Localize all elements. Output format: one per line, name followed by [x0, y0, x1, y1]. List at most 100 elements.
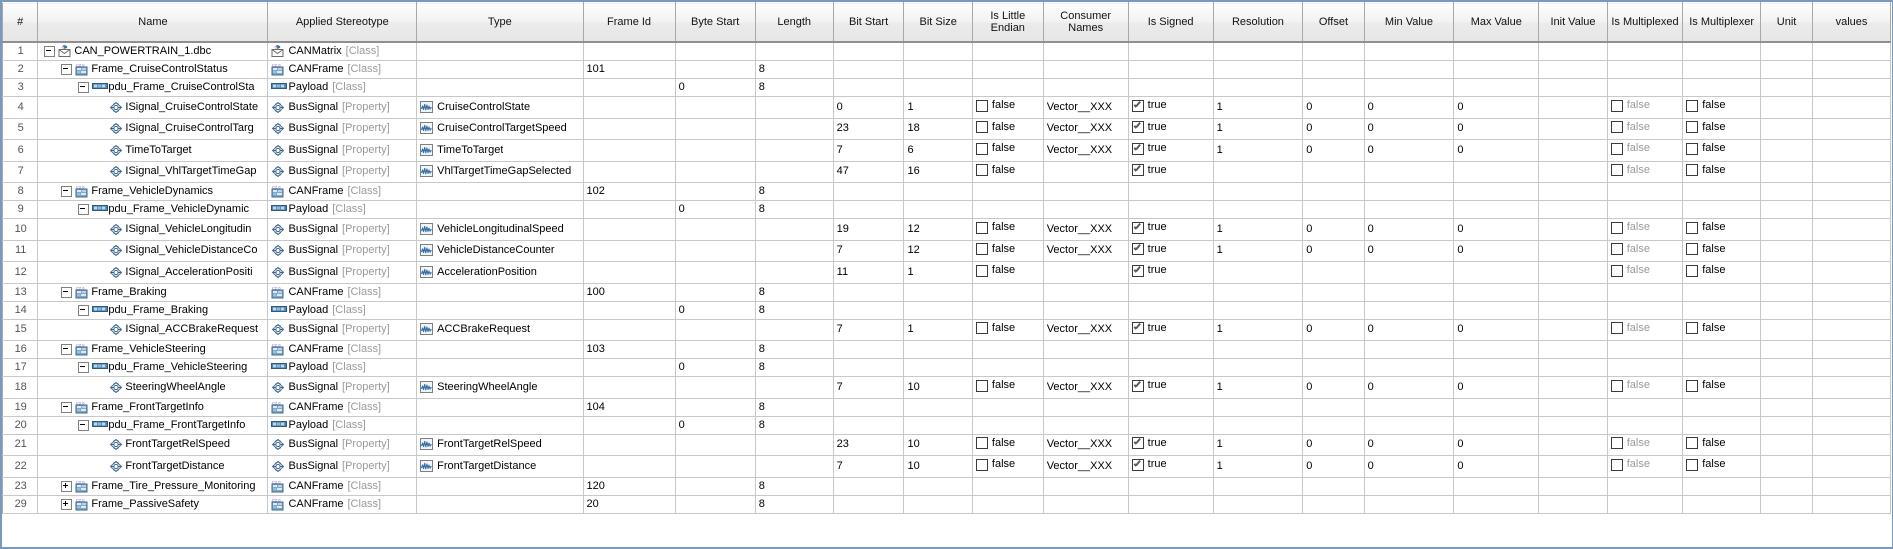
cell-offset[interactable] — [1302, 200, 1365, 219]
cell-frame-id[interactable] — [583, 218, 676, 241]
cell-min-value[interactable] — [1364, 416, 1455, 435]
cell-values[interactable] — [1812, 434, 1891, 456]
cell-offset[interactable] — [1302, 495, 1365, 514]
cell-name[interactable]: ISignal_CruiseControlState — [37, 96, 269, 119]
row-index[interactable]: 9 — [2, 200, 39, 219]
unchecked-checkbox-icon[interactable] — [1610, 221, 1623, 234]
cell-byte-start[interactable] — [675, 283, 756, 302]
cell-unit[interactable] — [1760, 340, 1813, 359]
cell-length[interactable]: 8 — [755, 200, 834, 219]
column-header-min_value[interactable]: Min Value — [1364, 2, 1455, 43]
cell-is-little-endian[interactable]: false — [972, 434, 1044, 456]
cell-resolution[interactable] — [1213, 60, 1304, 79]
cell-unit[interactable] — [1760, 477, 1813, 496]
table-row[interactable]: 21 FrontTargetRelSpeed BusSignal [Property]… — [2, 434, 1891, 456]
cell-name[interactable]: pdu_Frame_FrontTargetInfo — [37, 416, 269, 435]
cell-bit-start[interactable] — [833, 283, 905, 302]
cell-min-value[interactable] — [1364, 60, 1455, 79]
row-index[interactable]: 21 — [2, 434, 39, 456]
cell-values[interactable] — [1812, 477, 1891, 496]
cell-init-value[interactable] — [1538, 283, 1608, 302]
cell-is-signed[interactable] — [1128, 416, 1214, 435]
cell-bit-size[interactable]: 1 — [903, 261, 973, 284]
cell-applied-stereotype[interactable]: Payload [Class] — [267, 416, 418, 435]
checkbox-field[interactable]: true — [1131, 262, 1167, 279]
row-index[interactable]: 17 — [2, 358, 39, 377]
cell-is-little-endian[interactable] — [972, 495, 1044, 514]
cell-length[interactable]: 8 — [755, 182, 834, 201]
cell-applied-stereotype[interactable]: Payload [Class] — [267, 200, 418, 219]
cell-type[interactable] — [416, 398, 584, 417]
column-header-unit[interactable]: Unit — [1760, 2, 1813, 43]
unchecked-checkbox-icon[interactable] — [1686, 458, 1699, 471]
cell-bit-start[interactable] — [833, 78, 905, 97]
row-index[interactable]: 19 — [2, 398, 39, 417]
table-row[interactable]: 1 C CAN_POWERTRAIN_1.dbc C CANMatrix [Class] — [2, 42, 1891, 61]
unchecked-checkbox-icon[interactable] — [975, 322, 988, 334]
cell-values[interactable] — [1812, 398, 1891, 417]
cell-consumer-names[interactable] — [1043, 60, 1129, 79]
cell-init-value[interactable] — [1538, 434, 1608, 456]
expand-icon[interactable] — [61, 498, 73, 510]
checkbox-field[interactable]: true — [1131, 119, 1167, 136]
cell-byte-start[interactable] — [675, 398, 756, 417]
collapse-icon[interactable] — [78, 419, 90, 431]
cell-offset[interactable]: 0 — [1302, 218, 1365, 241]
cell-is-little-endian[interactable]: false — [972, 118, 1044, 140]
checked-checkbox-icon[interactable] — [1131, 121, 1144, 133]
cell-frame-id[interactable] — [583, 358, 676, 377]
row-index[interactable]: 3 — [2, 78, 39, 97]
cell-name[interactable]: ISignal_ACCBrakeRequest — [37, 319, 269, 341]
cell-bit-start[interactable]: 11 — [833, 261, 905, 284]
cell-min-value[interactable]: 0 — [1364, 455, 1455, 478]
cell-is-multiplexed[interactable]: false — [1607, 218, 1684, 241]
unchecked-checkbox-icon[interactable] — [1686, 221, 1699, 234]
unchecked-checkbox-icon[interactable] — [1686, 142, 1699, 155]
cell-is-little-endian[interactable] — [972, 301, 1044, 320]
unchecked-checkbox-icon[interactable] — [975, 458, 988, 471]
cell-frame-id[interactable] — [583, 96, 676, 119]
cell-init-value[interactable] — [1538, 161, 1608, 183]
cell-unit[interactable] — [1760, 78, 1813, 97]
cell-max-value[interactable]: 0 — [1453, 376, 1540, 399]
cell-bit-start[interactable]: 7 — [833, 240, 905, 262]
cell-length[interactable]: 8 — [755, 60, 834, 79]
cell-frame-id[interactable] — [583, 240, 676, 262]
checkbox-field[interactable]: false — [975, 456, 1015, 473]
cell-resolution[interactable] — [1213, 477, 1304, 496]
cell-length[interactable]: 8 — [755, 340, 834, 359]
cell-length[interactable] — [755, 96, 834, 119]
cell-bit-start[interactable]: 7 — [833, 455, 905, 478]
cell-byte-start[interactable] — [675, 42, 756, 61]
cell-byte-start[interactable] — [675, 340, 756, 359]
collapse-icon[interactable] — [61, 344, 73, 355]
cell-bit-size[interactable] — [903, 200, 973, 219]
cell-is-signed[interactable] — [1128, 283, 1214, 302]
cell-min-value[interactable]: 0 — [1364, 376, 1455, 399]
cell-is-little-endian[interactable]: false — [972, 161, 1044, 183]
cell-frame-id[interactable] — [583, 319, 676, 341]
cell-type[interactable]: VehicleLongitudinalSpeed — [416, 218, 584, 241]
cell-consumer-names[interactable] — [1043, 495, 1129, 514]
cell-max-value[interactable] — [1453, 200, 1540, 219]
cell-init-value[interactable] — [1538, 78, 1608, 97]
cell-is-multiplexed[interactable]: false — [1607, 434, 1684, 456]
cell-byte-start[interactable] — [675, 218, 756, 241]
cell-is-multiplexed[interactable] — [1607, 358, 1684, 377]
column-header-bit_size[interactable]: Bit Size — [903, 2, 973, 43]
cell-offset[interactable]: 0 — [1302, 240, 1365, 262]
cell-values[interactable] — [1812, 358, 1891, 377]
cell-unit[interactable] — [1760, 42, 1813, 61]
cell-init-value[interactable] — [1538, 358, 1608, 377]
cell-is-little-endian[interactable] — [972, 398, 1044, 417]
cell-name[interactable]: C2.0 Frame_FrontTargetInfo — [37, 398, 269, 417]
cell-unit[interactable] — [1760, 301, 1813, 320]
cell-bit-start[interactable]: 23 — [833, 434, 905, 456]
cell-values[interactable] — [1812, 182, 1891, 201]
cell-unit[interactable] — [1760, 161, 1813, 183]
cell-frame-id[interactable] — [583, 376, 676, 399]
cell-bit-size[interactable]: 16 — [903, 161, 973, 183]
cell-values[interactable] — [1812, 376, 1891, 399]
cell-is-multiplexed[interactable] — [1607, 340, 1684, 359]
cell-bit-size[interactable] — [903, 301, 973, 320]
